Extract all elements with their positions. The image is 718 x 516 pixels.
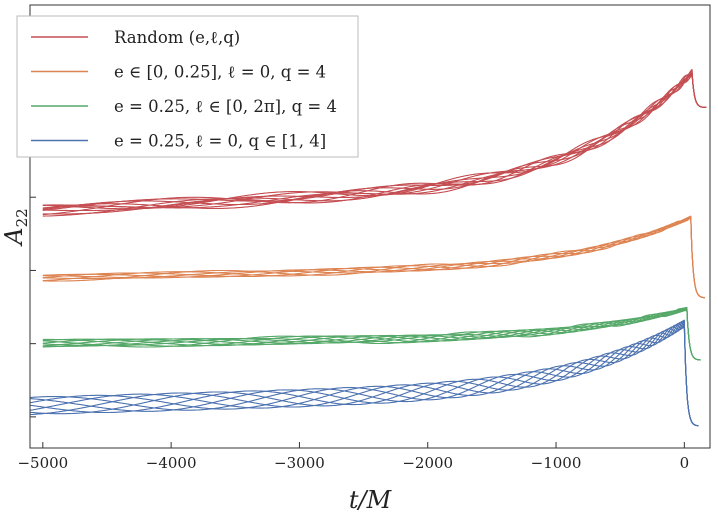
series-1-curve (42, 217, 705, 299)
plot-frame (29, 4, 711, 449)
legend-entry: e ∈ [0, 0.25], ℓ = 0, q = 4 (114, 63, 326, 82)
series-2-curve (42, 308, 701, 361)
series-3-curve (30, 323, 699, 427)
series-1-curve (42, 217, 705, 299)
series-2-curve (42, 307, 701, 361)
series-1-curve (42, 216, 705, 299)
series-3-curve (30, 322, 699, 427)
series-1-curve (42, 216, 705, 299)
x-axis-label: t/M (349, 486, 393, 514)
legend-entry: e = 0.25, ℓ = 0, q ∈ [1, 4] (114, 132, 326, 151)
series-0-curve (42, 72, 707, 217)
series-0 (42, 68, 707, 217)
series-3-curve (30, 320, 699, 427)
legend: Random (e,ℓ,q) e ∈ [0, 0.25], ℓ = 0, q = … (16, 15, 359, 158)
series-2-curve (42, 307, 701, 361)
series-2-curve (42, 308, 701, 361)
series-0-curve (42, 69, 707, 216)
x-tick-label: −2000 (402, 454, 453, 472)
x-tick-label: −4000 (146, 454, 197, 472)
series-3-curve (30, 324, 699, 427)
series-2 (42, 306, 701, 361)
series-1 (42, 215, 705, 299)
x-tick-label: −1000 (531, 454, 582, 472)
series-2-curve (42, 306, 701, 361)
series-2-curve (42, 309, 701, 361)
series-3 (30, 319, 699, 427)
series-1-curve (42, 215, 705, 299)
y-axis-label: A22 (0, 208, 31, 246)
series-2-curve (42, 307, 701, 361)
series-3-curve (30, 320, 699, 427)
legend-box (16, 15, 359, 158)
series-2-curve (42, 307, 701, 361)
plot-area (30, 68, 707, 427)
x-tick-label: −5000 (17, 454, 68, 472)
series-1-curve (42, 215, 705, 299)
series-0-curve (42, 73, 707, 215)
legend-entry: Random (e,ℓ,q) (114, 28, 240, 47)
x-tick-label: 0 (680, 454, 690, 472)
series-3-curve (30, 321, 699, 427)
x-tick-label: −3000 (274, 454, 325, 472)
series-3-curve (30, 319, 699, 427)
legend-entry: e = 0.25, ℓ ∈ [0, 2π], q = 4 (114, 97, 337, 116)
